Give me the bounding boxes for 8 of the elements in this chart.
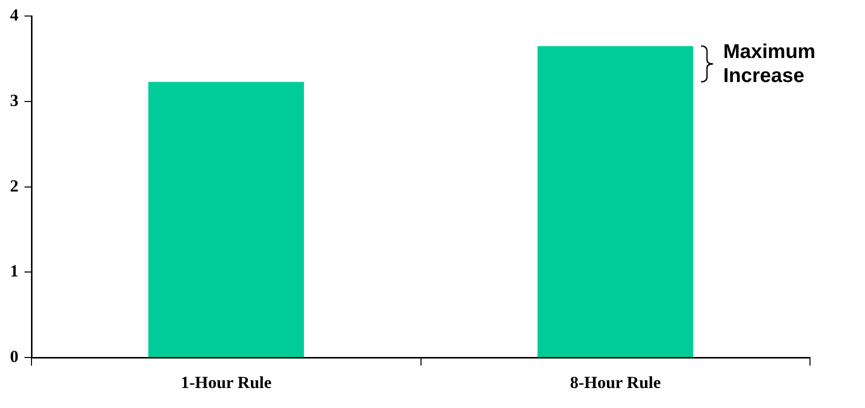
x-tick-label: 1-Hour Rule <box>180 373 272 392</box>
y-tick-label: 2 <box>10 176 18 196</box>
annotation: Maximum Increase <box>723 40 816 88</box>
y-tick-label: 0 <box>10 346 18 366</box>
y-tick-label: 1 <box>10 262 18 281</box>
y-tick-label: 4 <box>10 6 19 25</box>
x-tick-label: 8-Hour Rule <box>570 373 662 392</box>
y-tick-label: 3 <box>10 90 18 110</box>
